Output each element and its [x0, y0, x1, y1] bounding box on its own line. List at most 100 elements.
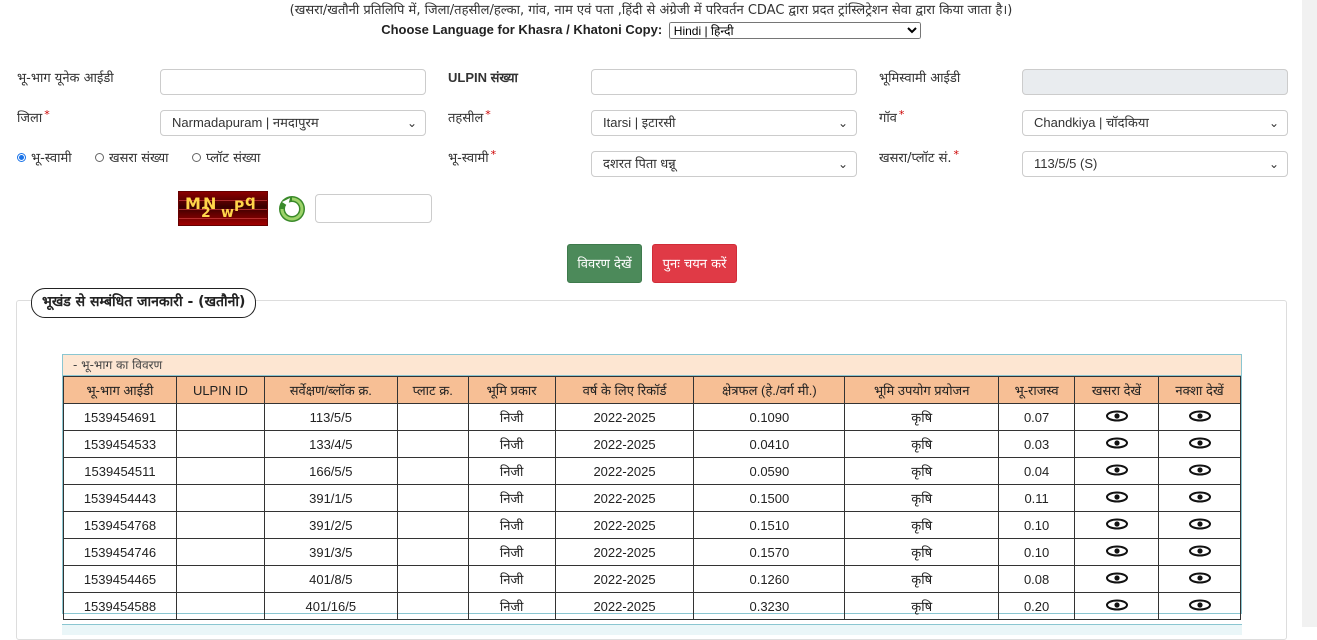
owner-select[interactable]: दशरत पिता धन्नू ⌄: [591, 151, 857, 177]
table-row: 1539454465 401/8/5 निजी 2022-2025 0.1260 कृषि…: [63, 565, 1241, 593]
view-khasra-icon[interactable]: [1105, 437, 1128, 452]
language-select[interactable]: Hindi | हिन्दी: [668, 22, 921, 40]
table-cell: 0.07: [998, 403, 1076, 431]
table-cell: 0.1090: [693, 403, 846, 431]
view-khasra-icon[interactable]: [1105, 572, 1128, 587]
required-mark: *: [485, 108, 491, 121]
owner-label: भू-स्वामी *: [448, 148, 496, 166]
tehsil-select[interactable]: Itarsi | इटारसी ⌄: [591, 110, 857, 136]
view-khasra-icon[interactable]: [1105, 410, 1128, 425]
table-cell: 2022-2025: [554, 430, 695, 458]
view-khasra-cell[interactable]: [1074, 538, 1159, 566]
table-cell: [175, 511, 265, 539]
khasra-select[interactable]: 113/5/5 (S) ⌄: [1022, 151, 1288, 177]
view-khasra-icon[interactable]: [1105, 599, 1128, 614]
next-panel: [62, 624, 1242, 635]
table-row: 1539454768 391/2/5 निजी 2022-2025 0.1510 कृषि…: [63, 511, 1241, 539]
radio-khasra-label: खसरा संख्या: [109, 151, 169, 166]
table-cell: 2022-2025: [554, 457, 695, 485]
table-cell: कृषि: [844, 484, 1000, 512]
view-map-icon[interactable]: [1188, 518, 1211, 533]
table-cell: 133/4/5: [263, 430, 398, 458]
view-map-cell[interactable]: [1158, 484, 1241, 512]
table-cell: 1539454533: [63, 430, 177, 458]
table-cell: निजी: [467, 538, 556, 566]
view-map-icon[interactable]: [1188, 464, 1211, 479]
view-khasra-cell[interactable]: [1074, 484, 1159, 512]
scrollbar[interactable]: [1302, 0, 1317, 627]
view-map-icon[interactable]: [1188, 410, 1211, 425]
view-details-button[interactable]: विवरण देखें: [567, 244, 642, 283]
view-khasra-icon[interactable]: [1105, 464, 1128, 479]
panel-title: - भू-भाग का विवरण: [63, 355, 1241, 376]
captcha-input[interactable]: [315, 194, 432, 223]
table-cell: [175, 403, 265, 431]
view-map-cell[interactable]: [1158, 565, 1241, 593]
radio-owner[interactable]: भू-स्वामी: [17, 148, 72, 166]
table-cell: 391/1/5: [263, 484, 398, 512]
unique-id-input[interactable]: [160, 69, 426, 95]
column-header: वर्ष के लिए रिकॉर्ड: [554, 376, 695, 404]
view-khasra-cell[interactable]: [1074, 430, 1159, 458]
captcha-char: w: [221, 205, 234, 221]
view-map-cell[interactable]: [1158, 592, 1241, 620]
table-cell: 391/3/5: [263, 538, 398, 566]
owner-label-text: भू-स्वामी: [448, 151, 489, 166]
reset-selection-button[interactable]: पुनः चयन करें: [652, 244, 737, 283]
view-khasra-icon[interactable]: [1105, 491, 1128, 506]
view-map-icon[interactable]: [1188, 572, 1211, 587]
radio-unselected-icon[interactable]: [192, 152, 201, 162]
table-cell: 0.10: [998, 538, 1076, 566]
table-cell: 0.1510: [693, 511, 846, 539]
view-map-cell[interactable]: [1158, 403, 1241, 431]
table-cell: कृषि: [844, 592, 1000, 620]
ulpin-label: ULPIN संख्या: [448, 70, 518, 85]
village-select[interactable]: Chandkiya | चॉदकिया ⌄: [1022, 110, 1288, 136]
table-cell: [396, 592, 469, 620]
district-select[interactable]: Narmadapuram | नमदापुरम ⌄: [160, 110, 426, 136]
khasra-value: 113/5/5 (S): [1034, 156, 1098, 171]
radio-khasra[interactable]: खसरा संख्या: [95, 148, 169, 166]
radio-plot-label: प्लॉट संख्या: [206, 151, 261, 166]
table-cell: [396, 484, 469, 512]
view-khasra-cell[interactable]: [1074, 457, 1159, 485]
ulpin-input[interactable]: [591, 69, 857, 95]
khasra-label: खसरा/प्लॉट सं. *: [879, 148, 959, 166]
view-map-icon[interactable]: [1188, 491, 1211, 506]
view-khasra-cell[interactable]: [1074, 403, 1159, 431]
land-detail-table: भू-भाग आईडी ULPIN ID सर्वेक्षण/ब्लॉक क्र. प…: [63, 376, 1241, 620]
view-map-cell[interactable]: [1158, 511, 1241, 539]
view-map-cell[interactable]: [1158, 457, 1241, 485]
view-khasra-icon[interactable]: [1105, 545, 1128, 560]
radio-selected-icon[interactable]: [17, 152, 26, 162]
table-body: 1539454691 113/5/5 निजी 2022-2025 0.1090 कृषि…: [63, 403, 1241, 620]
column-header: खसरा देखें: [1074, 376, 1159, 404]
view-map-cell[interactable]: [1158, 538, 1241, 566]
view-map-icon[interactable]: [1188, 599, 1211, 614]
table-cell: 1539454511: [63, 457, 177, 485]
table-cell: निजी: [467, 430, 556, 458]
radio-plot[interactable]: प्लॉट संख्या: [192, 148, 260, 166]
table-cell: निजी: [467, 457, 556, 485]
village-label-text: गॉव: [879, 111, 897, 126]
column-header: भू-भाग आईडी: [63, 376, 177, 404]
view-khasra-cell[interactable]: [1074, 511, 1159, 539]
tehsil-label: तहसील *: [448, 108, 491, 126]
radio-unselected-icon[interactable]: [95, 152, 104, 162]
view-khasra-icon[interactable]: [1105, 518, 1128, 533]
view-map-icon[interactable]: [1188, 545, 1211, 560]
table-row: 1539454588 401/16/5 निजी 2022-2025 0.3230 कृष…: [63, 592, 1241, 620]
view-khasra-cell[interactable]: [1074, 592, 1159, 620]
language-row: Choose Language for Khasra / Khatoni Cop…: [0, 22, 1302, 40]
column-header: नक्शा देखें: [1158, 376, 1241, 404]
captcha-char: q: [245, 192, 256, 210]
view-khasra-cell[interactable]: [1074, 565, 1159, 593]
refresh-captcha-icon[interactable]: [276, 193, 308, 225]
table-cell: 0.04: [998, 457, 1076, 485]
column-header: भूमि प्रकार: [467, 376, 556, 404]
view-map-icon[interactable]: [1188, 437, 1211, 452]
view-map-cell[interactable]: [1158, 430, 1241, 458]
section-legend: भूखंड से सम्बंधित जानकारी - (खतौनी): [31, 288, 257, 318]
table-cell: 401/8/5: [263, 565, 398, 593]
khasra-label-text: खसरा/प्लॉट सं.: [879, 151, 952, 166]
